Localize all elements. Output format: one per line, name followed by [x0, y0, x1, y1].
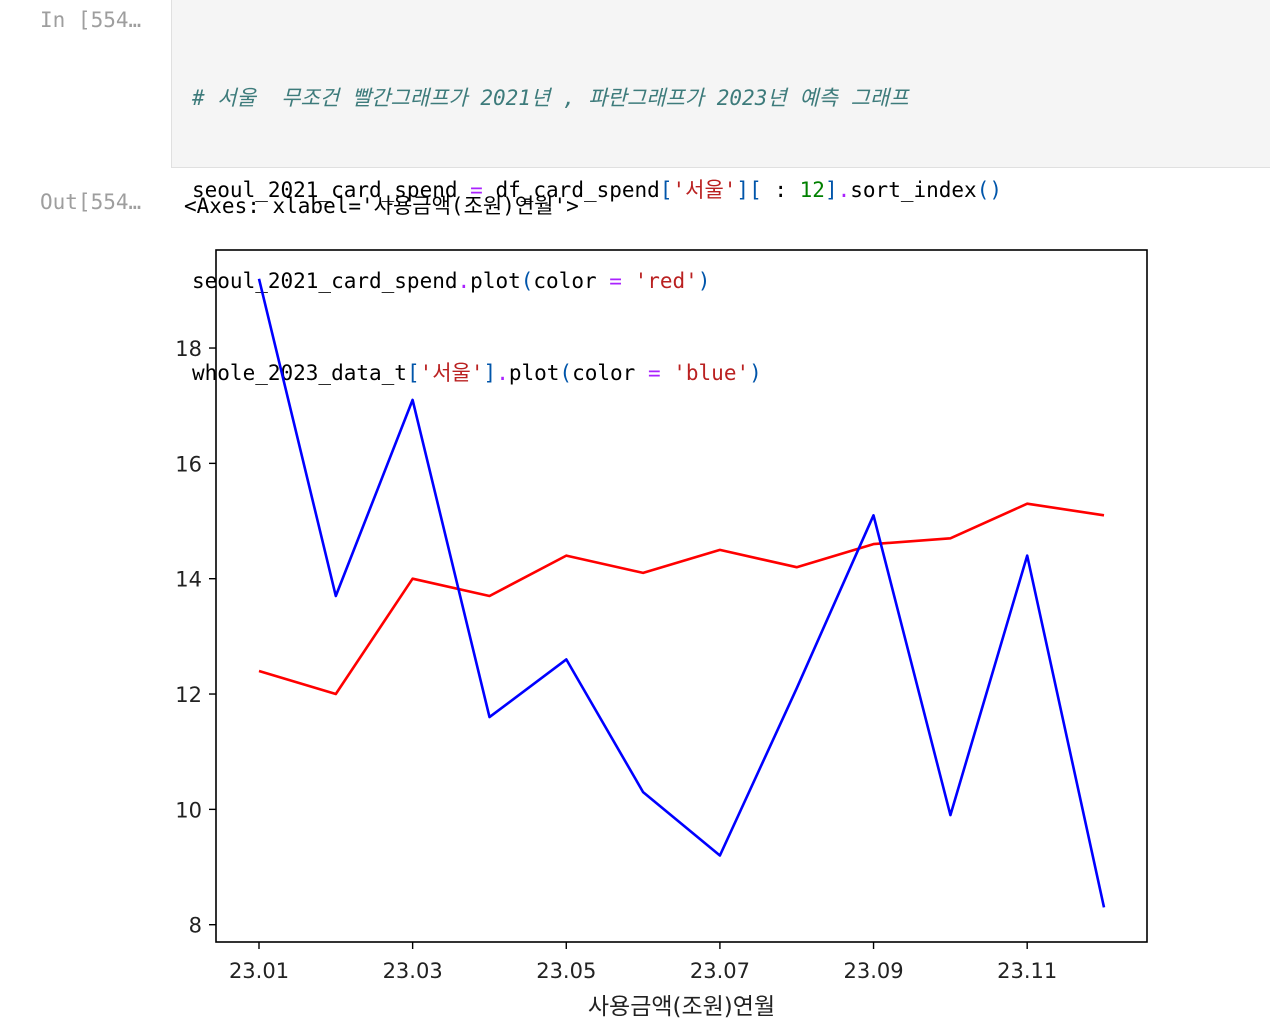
code-token: whole_2023_data_t: [192, 360, 407, 385]
y-tick-label: 18: [175, 337, 202, 361]
axes-frame: [215, 249, 1148, 943]
code-token: sort_index: [850, 177, 977, 202]
code-token: :: [761, 177, 800, 202]
input-prompt: In [554…: [40, 8, 142, 32]
x-tick-label: 23.11: [997, 959, 1057, 983]
code-token: =: [609, 269, 622, 293]
code-token: .: [496, 360, 509, 385]
y-tick-label: 10: [175, 798, 202, 822]
plot-area: [257, 278, 1106, 908]
y-tick-label: 12: [175, 683, 202, 707]
x-tick-label: 23.01: [229, 959, 289, 983]
y-tick-label: 14: [175, 568, 202, 592]
code-token: ): [749, 360, 762, 385]
code-token: 12: [799, 177, 825, 202]
code-token: plot: [508, 360, 560, 385]
x-tick-label: 23.09: [843, 959, 903, 983]
x-tick-label: 23.07: [690, 959, 750, 983]
code-editor[interactable]: # 서울 무조건 빨간그래프가 2021년 , 파란그래프가 2023년 예측 …: [192, 22, 1002, 449]
code-token: seoul_2021_card_spend: [192, 269, 458, 293]
y-tick-label: 16: [175, 452, 202, 476]
output-prompt: Out[554…: [40, 190, 142, 214]
x-axis-label: 사용금액(조원)연월: [588, 994, 775, 1020]
code-token: (: [559, 360, 573, 385]
y-tick-label: 8: [189, 914, 202, 938]
code-token: color: [572, 360, 648, 385]
code-token: ]: [824, 177, 838, 202]
code-line-4: whole_2023_data_t['서울'].plot(color = 'bl…: [192, 358, 1002, 389]
code-token: df_card_spend: [482, 177, 660, 202]
x-tick-label: 23.05: [536, 959, 596, 983]
code-token: [: [659, 177, 673, 202]
code-token: [: [406, 360, 420, 385]
series-line-1: [257, 278, 1106, 908]
output-text: <Axes: xlabel='사용금액(조원)연월'>: [184, 194, 579, 218]
code-token: 'red': [634, 269, 698, 293]
code-token: (): [976, 177, 1002, 202]
code-token: (: [520, 269, 534, 293]
series-line-0: [258, 502, 1105, 696]
code-token: ]: [483, 360, 497, 385]
code-line-2: seoul_2021_card_spend = df_card_spend['서…: [192, 175, 1002, 206]
code-token: '서울': [419, 360, 484, 385]
code-token: 'blue': [673, 360, 750, 385]
code-token: seoul_2021_card_spend: [192, 177, 471, 202]
code-token: .: [837, 177, 851, 202]
code-input-cell[interactable]: # 서울 무조건 빨간그래프가 2021년 , 파란그래프가 2023년 예측 …: [171, 0, 1270, 385]
code-token: plot: [470, 269, 521, 293]
code-token: ][: [736, 177, 762, 202]
code-token: color: [533, 269, 610, 293]
code-token: .: [457, 269, 471, 293]
code-token: '서울': [672, 177, 737, 202]
code-token: ): [697, 269, 711, 293]
code-comment: # 서울 무조건 빨간그래프가 2021년 , 파란그래프가 2023년 예측 …: [192, 86, 909, 110]
code-token: =: [470, 177, 483, 202]
axis-ticks: 8 10 12 14 16 18 23.01 23.03 23.05 23.07 23.09 23.1…: [175, 337, 1057, 983]
code-line-3: seoul_2021_card_spend.plot(color = 'red'…: [192, 266, 1002, 297]
code-token: =: [647, 360, 661, 385]
x-tick-label: 23.03: [383, 959, 443, 983]
